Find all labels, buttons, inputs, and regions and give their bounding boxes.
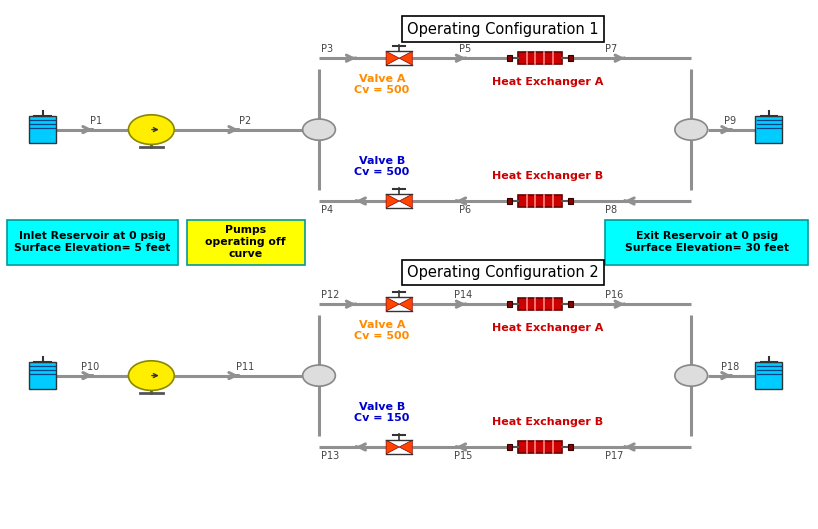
Circle shape xyxy=(303,365,335,386)
Polygon shape xyxy=(399,194,412,208)
Text: Valve A
Cv = 500: Valve A Cv = 500 xyxy=(354,320,410,341)
Text: P15: P15 xyxy=(454,451,472,461)
Bar xyxy=(29,116,56,143)
Text: P16: P16 xyxy=(605,290,623,300)
Text: P7: P7 xyxy=(605,44,618,54)
Text: P13: P13 xyxy=(321,451,339,461)
Text: Inlet Reservoir at 0 psig
Surface Elevation= 5 feet: Inlet Reservoir at 0 psig Surface Elevat… xyxy=(14,231,171,253)
Bar xyxy=(756,362,782,389)
Bar xyxy=(518,441,562,453)
Text: Valve B
Cv = 150: Valve B Cv = 150 xyxy=(354,402,410,423)
Text: Heat Exchanger B: Heat Exchanger B xyxy=(492,171,604,180)
Bar xyxy=(756,116,782,143)
Bar xyxy=(568,302,573,307)
Bar xyxy=(187,220,305,264)
Text: P4: P4 xyxy=(321,205,334,215)
Polygon shape xyxy=(399,51,412,65)
Circle shape xyxy=(128,361,174,390)
Text: P11: P11 xyxy=(236,362,254,372)
Text: P5: P5 xyxy=(459,44,471,54)
Text: Heat Exchanger B: Heat Exchanger B xyxy=(492,417,604,427)
Text: P1: P1 xyxy=(91,116,102,126)
Polygon shape xyxy=(386,51,399,65)
Bar xyxy=(568,55,573,61)
Text: P12: P12 xyxy=(321,290,339,300)
Text: P6: P6 xyxy=(459,205,471,215)
Bar xyxy=(29,362,56,389)
Bar xyxy=(507,198,512,204)
Text: P8: P8 xyxy=(605,205,618,215)
Text: P17: P17 xyxy=(605,451,623,461)
Text: Heat Exchanger A: Heat Exchanger A xyxy=(492,77,604,87)
Text: P2: P2 xyxy=(240,116,251,126)
Text: Valve A
Cv = 500: Valve A Cv = 500 xyxy=(354,74,410,95)
Text: Operating Configuration 1: Operating Configuration 1 xyxy=(407,22,599,37)
Polygon shape xyxy=(386,194,399,208)
Text: P9: P9 xyxy=(725,116,736,126)
Text: P14: P14 xyxy=(454,290,472,300)
Polygon shape xyxy=(399,440,412,454)
Text: Pumps
operating off
curve: Pumps operating off curve xyxy=(205,225,286,259)
Polygon shape xyxy=(399,297,412,311)
Text: Heat Exchanger A: Heat Exchanger A xyxy=(492,323,604,333)
Bar xyxy=(518,195,562,207)
Bar xyxy=(568,198,573,204)
Polygon shape xyxy=(386,440,399,454)
Polygon shape xyxy=(386,297,399,311)
Bar xyxy=(568,444,573,450)
Bar xyxy=(507,55,512,61)
Circle shape xyxy=(675,119,708,140)
Circle shape xyxy=(303,119,335,140)
Bar xyxy=(7,220,178,264)
Bar xyxy=(605,220,808,264)
Bar xyxy=(518,52,562,64)
Text: Valve B
Cv = 500: Valve B Cv = 500 xyxy=(354,156,410,177)
Text: P3: P3 xyxy=(321,44,334,54)
Text: Operating Configuration 2: Operating Configuration 2 xyxy=(407,265,599,280)
Text: Exit Reservoir at 0 psig
Surface Elevation= 30 feet: Exit Reservoir at 0 psig Surface Elevati… xyxy=(625,231,789,253)
Bar xyxy=(507,444,512,450)
Bar xyxy=(518,298,562,310)
Circle shape xyxy=(675,365,708,386)
Circle shape xyxy=(128,115,174,144)
Text: P10: P10 xyxy=(81,362,99,372)
Bar xyxy=(507,302,512,307)
Text: P18: P18 xyxy=(721,362,739,372)
